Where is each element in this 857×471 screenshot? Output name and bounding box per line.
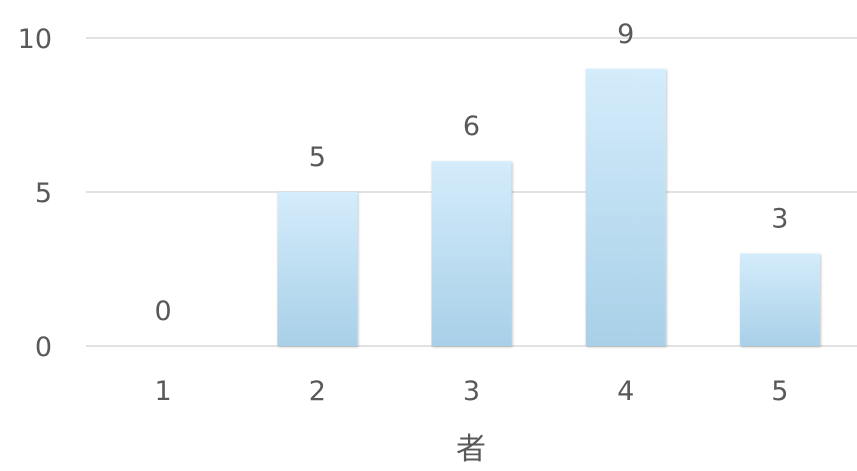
x-tick-label: 2	[309, 376, 326, 407]
y-tick-label: 0	[35, 332, 52, 363]
y-axis: 0 5 10	[18, 24, 52, 363]
x-tick-label: 5	[771, 376, 788, 407]
y-tick-label: 10	[18, 24, 52, 55]
y-tick-label: 5	[35, 178, 52, 209]
bar	[277, 192, 358, 346]
x-tick-label: 1	[155, 376, 172, 407]
data-label: 0	[155, 296, 172, 327]
data-label: 9	[617, 19, 634, 50]
bar	[431, 161, 512, 346]
data-label: 3	[771, 204, 788, 235]
x-tick-label: 3	[463, 376, 480, 407]
data-label: 5	[309, 142, 326, 173]
x-axis-title: 者	[456, 432, 486, 467]
x-tick-label: 4	[617, 376, 634, 407]
bars	[277, 68, 820, 347]
bar	[739, 253, 820, 346]
data-labels: 0 5 6 9 3	[155, 19, 789, 327]
bar	[585, 68, 666, 347]
x-axis: 1 2 3 4 5	[155, 376, 789, 407]
data-label: 6	[463, 111, 480, 142]
